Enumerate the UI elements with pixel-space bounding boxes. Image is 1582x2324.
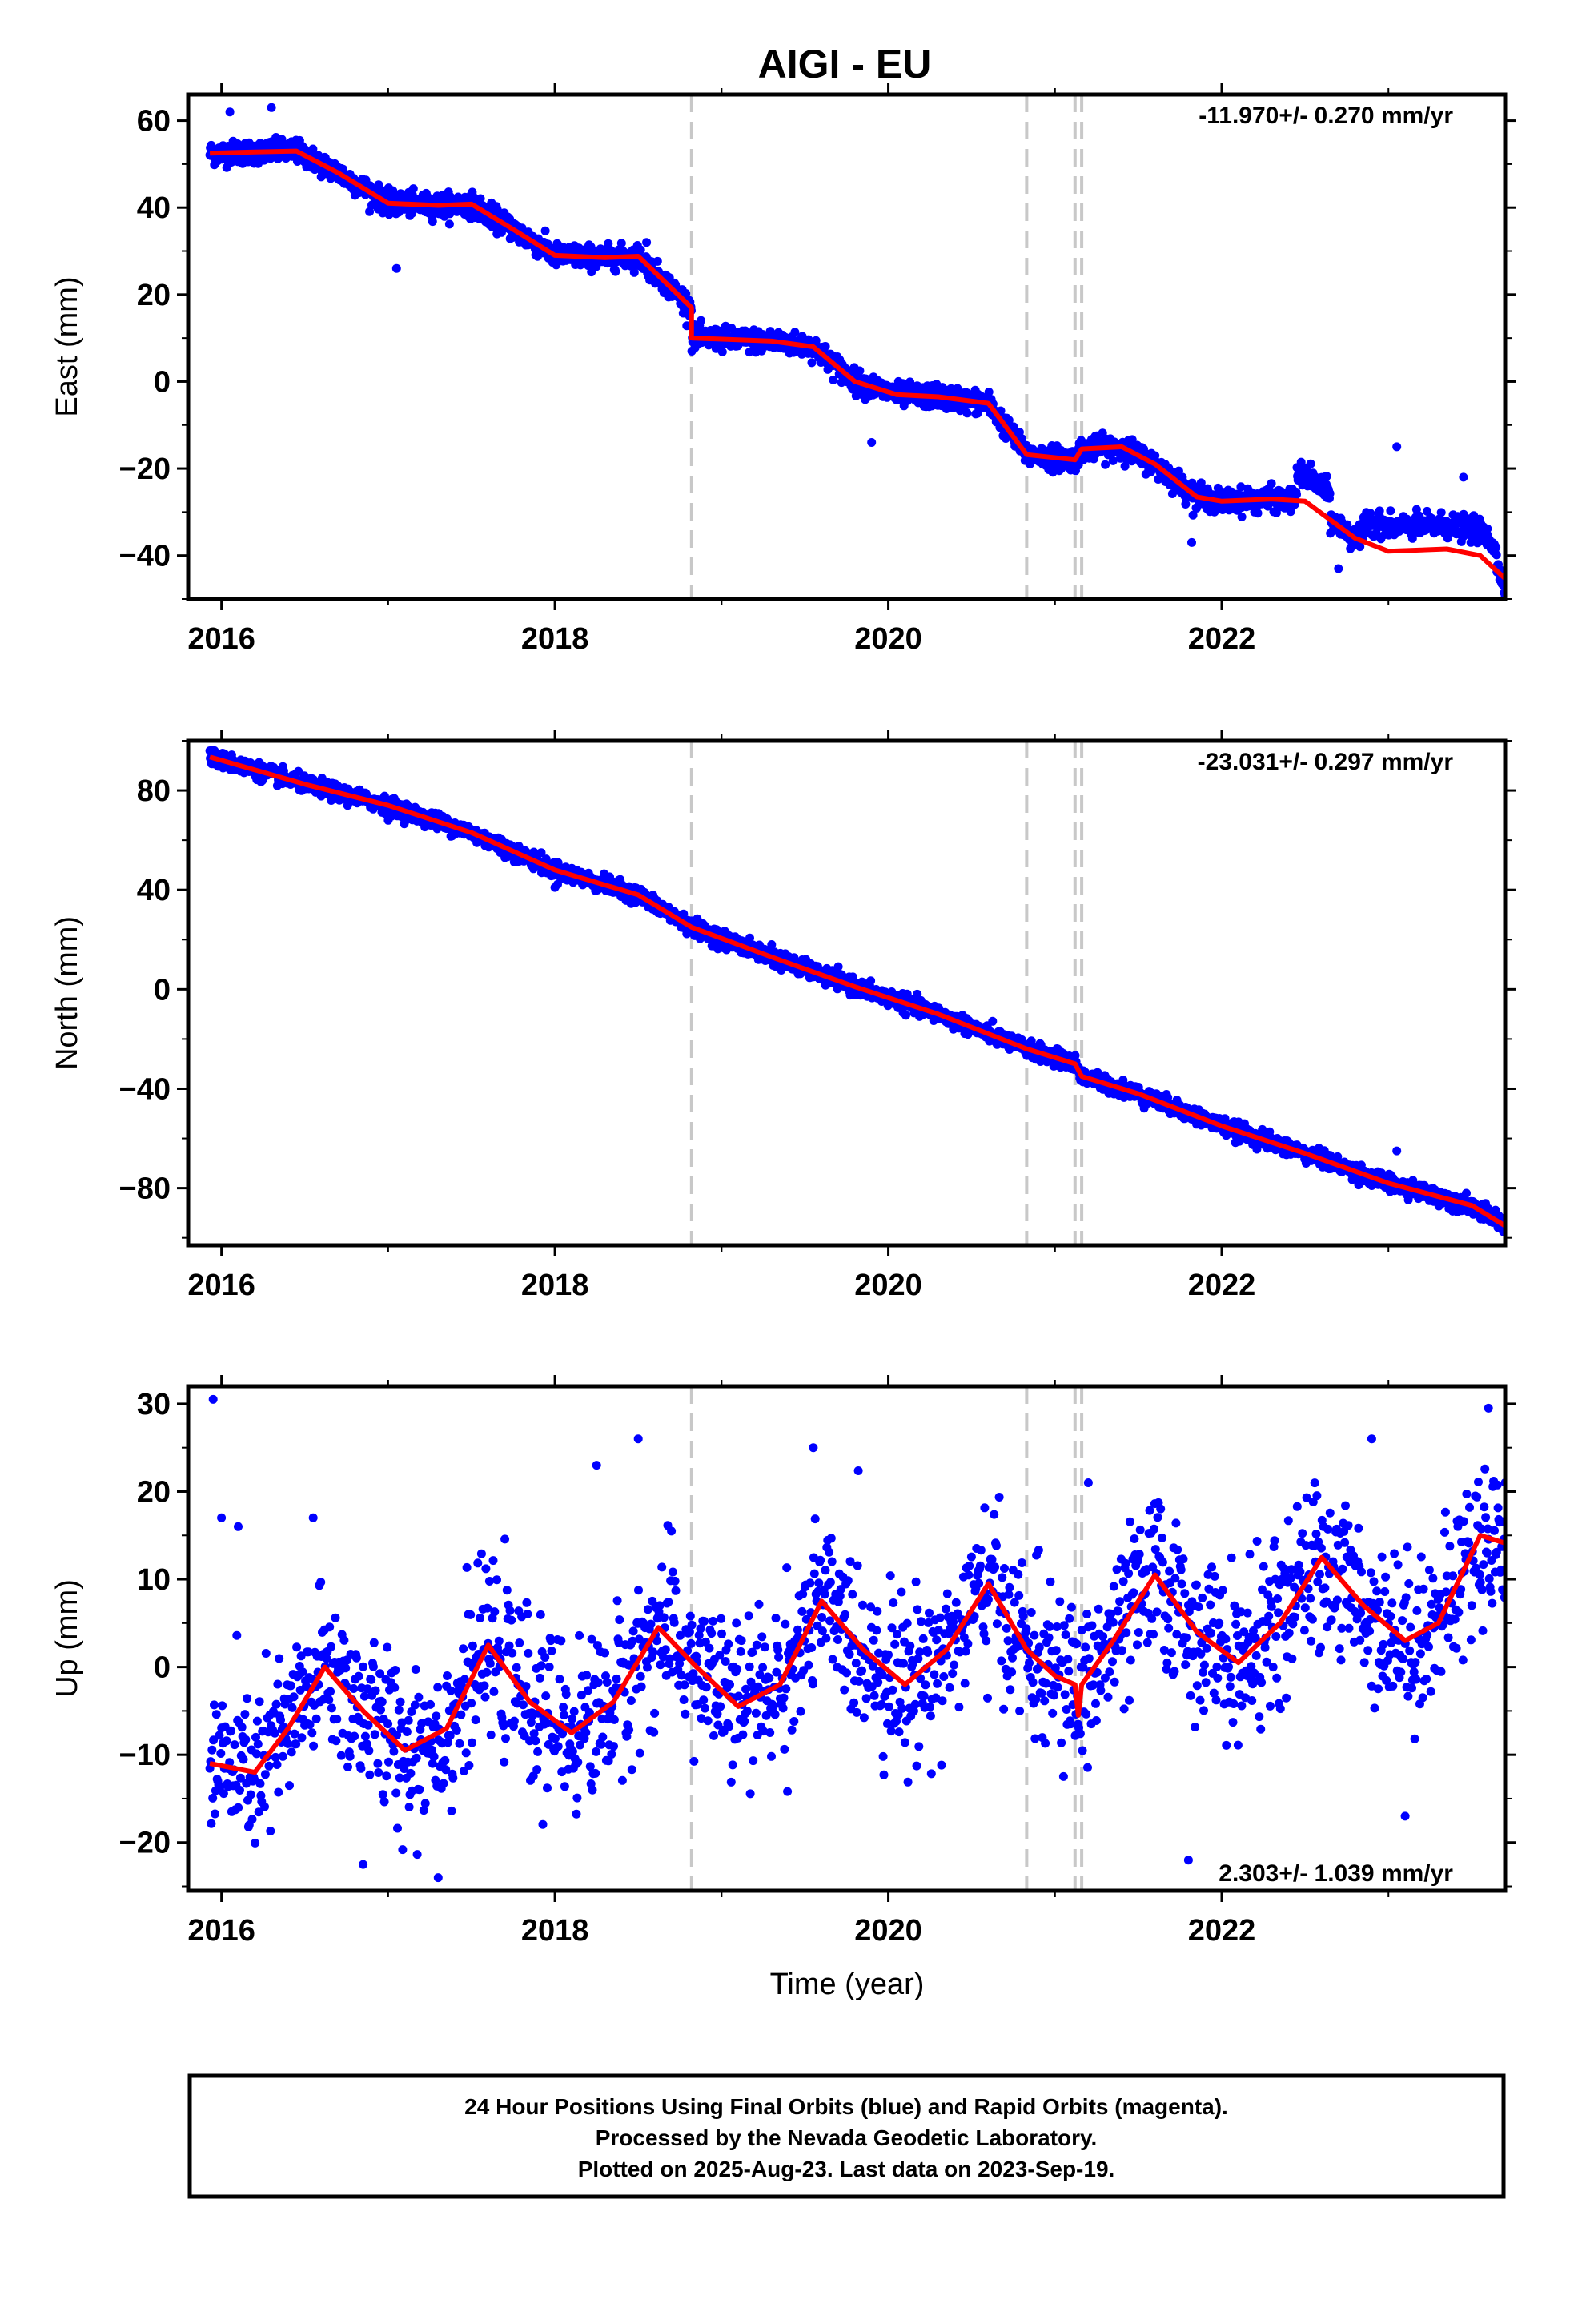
east-final-orbit-points <box>205 103 1505 599</box>
east-data-point <box>1392 442 1402 452</box>
east-axis-ticks: −40 −20 0 20 40 60 2016 2018 2020 2022 <box>119 83 1516 656</box>
east-data-point <box>1322 472 1331 481</box>
east-x-tick-label: 2018 <box>521 622 589 656</box>
north-final-orbit-points <box>205 746 1505 1238</box>
east-data-point <box>540 226 550 235</box>
east-y-axis-label: East (mm) <box>50 276 84 416</box>
north-data-point <box>789 953 799 963</box>
north-data-point <box>679 909 689 919</box>
east-data-point <box>1108 456 1118 465</box>
east-model-fit-line <box>210 148 1505 582</box>
east-data-point <box>629 267 639 277</box>
east-plot-inner <box>205 94 1505 599</box>
east-plot-area <box>205 94 1505 599</box>
east-data-point <box>1187 537 1196 547</box>
east-data-point <box>1306 459 1315 468</box>
east-data-point <box>867 438 877 447</box>
east-data-point <box>1386 506 1395 516</box>
east-data-point <box>807 358 817 368</box>
north-data-point <box>902 989 912 999</box>
figure-title: AIGI - EU <box>758 42 932 86</box>
east-data-point <box>681 289 691 298</box>
east-data-point <box>1188 510 1198 520</box>
east-plot-frame <box>186 92 1508 601</box>
east-data-point <box>855 366 865 376</box>
east-data-point <box>682 321 692 331</box>
east-data-point <box>611 267 620 276</box>
east-y-tick-label: 60 <box>137 105 171 139</box>
east-data-point <box>829 375 838 384</box>
east-y-tick-label: 20 <box>137 279 171 312</box>
north-data-point <box>536 848 546 858</box>
east-data-point <box>444 219 454 229</box>
east-y-tick-label: 0 <box>154 365 171 399</box>
east-data-point <box>408 208 417 218</box>
east-velocity-label: -11.970+/- 0.270 mm/yr <box>1199 103 1453 129</box>
east-data-point <box>391 263 401 273</box>
east-data-point <box>384 210 394 219</box>
east-data-point <box>962 408 972 418</box>
east-data-point <box>1236 482 1246 492</box>
east-y-tick-label: −20 <box>119 452 171 486</box>
east-data-point <box>1267 479 1276 489</box>
east-data-point <box>1004 416 1014 425</box>
east-data-point <box>1292 489 1301 499</box>
east-data-point <box>717 347 727 356</box>
east-data-point <box>652 256 662 266</box>
east-data-point <box>821 342 830 351</box>
north-plot-inner <box>205 741 1505 1245</box>
east-data-point <box>225 107 235 117</box>
east-data-point <box>1375 506 1384 516</box>
east-data-point <box>1127 435 1137 444</box>
east-data-point <box>642 238 652 247</box>
east-data-point <box>408 184 418 194</box>
east-data-point <box>1253 509 1263 518</box>
east-y-tick-label: 40 <box>137 191 171 225</box>
north-data-point <box>833 962 843 971</box>
east-x-tick-label: 2016 <box>187 622 255 656</box>
east-data-point <box>1120 461 1130 471</box>
north-data-point <box>901 1011 910 1020</box>
east-data-point <box>1101 460 1110 469</box>
east-data-point <box>308 144 318 154</box>
east-y-tick-label: −40 <box>119 540 171 573</box>
north-data-point <box>988 1016 998 1026</box>
east-data-point <box>267 103 276 112</box>
east-data-point <box>1325 489 1335 498</box>
east-data-point <box>1436 508 1446 517</box>
east-data-point <box>636 245 645 255</box>
east-data-point <box>1334 564 1343 573</box>
east-data-point <box>790 328 800 337</box>
north-data-point <box>866 976 876 986</box>
east-x-tick-label: 2022 <box>1188 622 1256 656</box>
east-data-point <box>616 239 626 248</box>
east-data-point <box>1483 524 1492 533</box>
east-data-point <box>984 388 994 396</box>
east-data-point <box>1150 451 1160 460</box>
east-data-point <box>1237 512 1247 521</box>
east-data-point <box>1407 533 1417 543</box>
east-data-point <box>428 217 437 227</box>
north-plot-area <box>205 741 1505 1245</box>
north-data-point <box>745 933 754 943</box>
east-data-point <box>1492 542 1501 552</box>
east-data-point <box>1492 550 1501 560</box>
east-data-point <box>1459 472 1468 482</box>
east-x-tick-label: 2020 <box>854 622 922 656</box>
north-data-point <box>913 989 922 999</box>
east-data-point <box>697 316 705 325</box>
